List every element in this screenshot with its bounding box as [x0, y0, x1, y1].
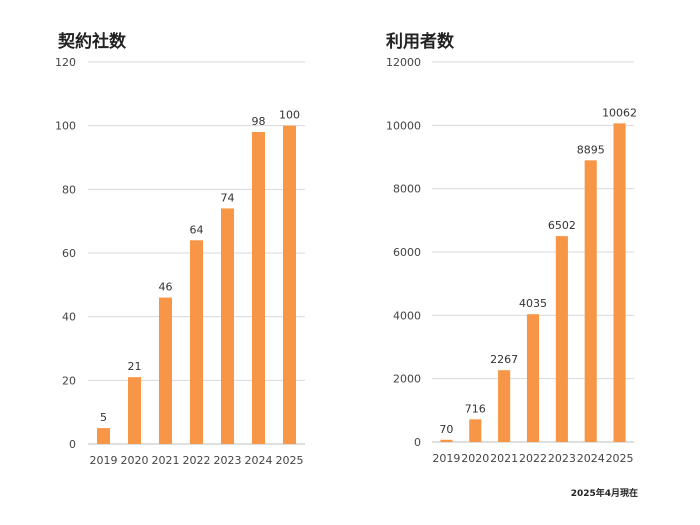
- contracts-data-label: 46: [159, 281, 173, 294]
- users-x-tick-label: 2024: [577, 452, 605, 465]
- contracts-bar-2024: [251, 132, 266, 445]
- users-y-tick-label: 10000: [386, 119, 421, 132]
- contracts-y-tick-label: 20: [62, 374, 76, 387]
- contracts-bar-2025: [282, 125, 297, 445]
- user-count-chart-title: 利用者数: [386, 32, 454, 52]
- contracts-y-tick-label: 120: [55, 56, 76, 69]
- users-data-label: 2267: [490, 353, 518, 366]
- contracts-bar-2023: [220, 208, 235, 444]
- contracts-bar-2020: [127, 377, 142, 444]
- users-x-tick-label: 2022: [519, 452, 547, 465]
- contracts-bar-2019: [96, 428, 111, 444]
- users-y-tick-label: 0: [414, 436, 421, 449]
- users-bar-2023: [555, 236, 568, 442]
- contracts-x-tick-label: 2023: [214, 454, 242, 467]
- users-data-label: 8895: [577, 143, 605, 156]
- users-y-tick-label: 8000: [393, 183, 421, 196]
- users-data-label: 716: [465, 402, 486, 415]
- contracts-data-label: 21: [128, 360, 142, 373]
- users-bar-2022: [526, 314, 540, 442]
- contracts-x-tick-label: 2019: [90, 454, 118, 467]
- as-of-date-note: 2025年4月現在: [570, 489, 638, 499]
- contracts-x-tick-label: 2020: [121, 454, 149, 467]
- users-y-tick-label: 6000: [393, 246, 421, 259]
- contracts-x-tick-label: 2025: [276, 454, 304, 467]
- users-bar-2020: [469, 419, 482, 442]
- users-y-tick-label: 12000: [386, 56, 421, 69]
- contracts-data-label: 100: [279, 109, 300, 122]
- contracts-data-label: 98: [252, 115, 266, 128]
- contracts-x-tick-label: 2021: [152, 454, 180, 467]
- contracts-data-label: 64: [190, 223, 204, 236]
- users-data-label: 10062: [602, 106, 637, 119]
- users-x-tick-label: 2021: [490, 452, 518, 465]
- users-x-tick-label: 2023: [548, 452, 576, 465]
- contracts-y-tick-label: 80: [62, 183, 76, 196]
- users-x-tick-label: 2025: [606, 452, 634, 465]
- users-y-tick-label: 2000: [393, 373, 421, 386]
- contracts-x-tick-label: 2022: [183, 454, 211, 467]
- contract-count-chart-title: 契約社数: [58, 32, 126, 52]
- users-y-tick-label: 4000: [393, 309, 421, 322]
- users-bar-2019: [440, 439, 453, 442]
- contracts-data-label: 74: [221, 191, 235, 204]
- users-data-label: 6502: [548, 219, 576, 232]
- contracts-bar-2022: [189, 240, 204, 444]
- contracts-y-tick-label: 100: [55, 120, 76, 133]
- users-data-label: 70: [439, 423, 453, 436]
- users-bar-2024: [584, 160, 597, 442]
- contracts-y-tick-label: 60: [62, 247, 76, 260]
- users-x-tick-label: 2020: [461, 452, 489, 465]
- contracts-y-tick-label: 0: [69, 438, 76, 451]
- users-data-label: 4035: [519, 297, 547, 310]
- users-bar-2021: [498, 370, 511, 442]
- users-x-tick-label: 2019: [432, 452, 460, 465]
- contracts-y-tick-label: 40: [62, 311, 76, 324]
- contracts-bar-2021: [158, 297, 173, 444]
- users-bar-2025: [613, 123, 626, 443]
- contracts-data-label: 5: [100, 411, 107, 424]
- contracts-x-tick-label: 2024: [245, 454, 273, 467]
